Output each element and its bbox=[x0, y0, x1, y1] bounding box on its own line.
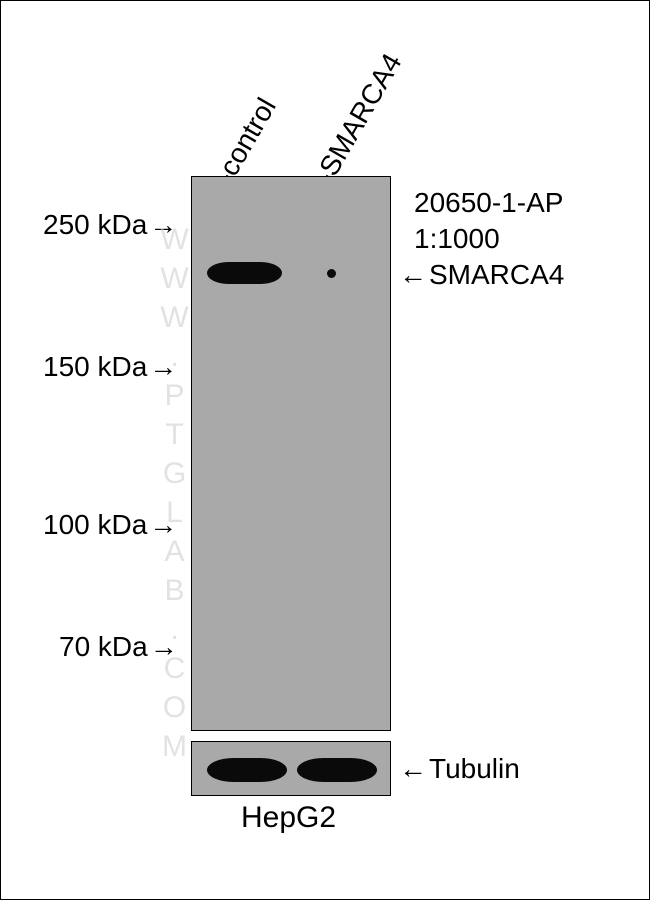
mw-marker-70: 70 kDa→ bbox=[59, 631, 178, 663]
mw-text: 70 kDa bbox=[59, 631, 148, 662]
band-smarca4-knockdown bbox=[327, 269, 336, 278]
figure-frame: si-control si-SMARCA4 20650-1-AP 1:1000 … bbox=[0, 0, 650, 900]
mw-text: 150 kDa bbox=[43, 351, 147, 382]
target-text: SMARCA4 bbox=[429, 259, 564, 290]
loading-control-text: Tubulin bbox=[429, 753, 520, 784]
mw-text: 250 kDa bbox=[43, 209, 147, 240]
watermark-text: WWW.PTGLAB.COM bbox=[157, 223, 191, 769]
mw-marker-150: 150 kDa→ bbox=[43, 351, 177, 383]
tubulin-membrane bbox=[191, 741, 391, 796]
arrow-right-icon: → bbox=[150, 631, 178, 663]
target-label-tubulin: ←Tubulin bbox=[399, 753, 520, 785]
band-tubulin-control bbox=[207, 758, 287, 782]
mw-text: 100 kDa bbox=[43, 509, 147, 540]
antibody-id: 20650-1-AP bbox=[414, 187, 563, 219]
arrow-right-icon: → bbox=[149, 509, 177, 541]
arrow-right-icon: → bbox=[149, 351, 177, 383]
antibody-dilution: 1:1000 bbox=[414, 223, 500, 255]
cell-line-label: HepG2 bbox=[241, 801, 336, 835]
mw-marker-250: 250 kDa→ bbox=[43, 209, 177, 241]
arrow-left-icon: ← bbox=[399, 259, 427, 291]
arrow-right-icon: → bbox=[149, 209, 177, 241]
arrow-left-icon: ← bbox=[399, 753, 427, 785]
band-tubulin-knockdown bbox=[297, 758, 377, 782]
mw-marker-100: 100 kDa→ bbox=[43, 509, 177, 541]
blot-membrane bbox=[191, 176, 391, 731]
target-label-smarca4: ←SMARCA4 bbox=[399, 259, 564, 291]
band-smarca4-control bbox=[207, 262, 282, 284]
